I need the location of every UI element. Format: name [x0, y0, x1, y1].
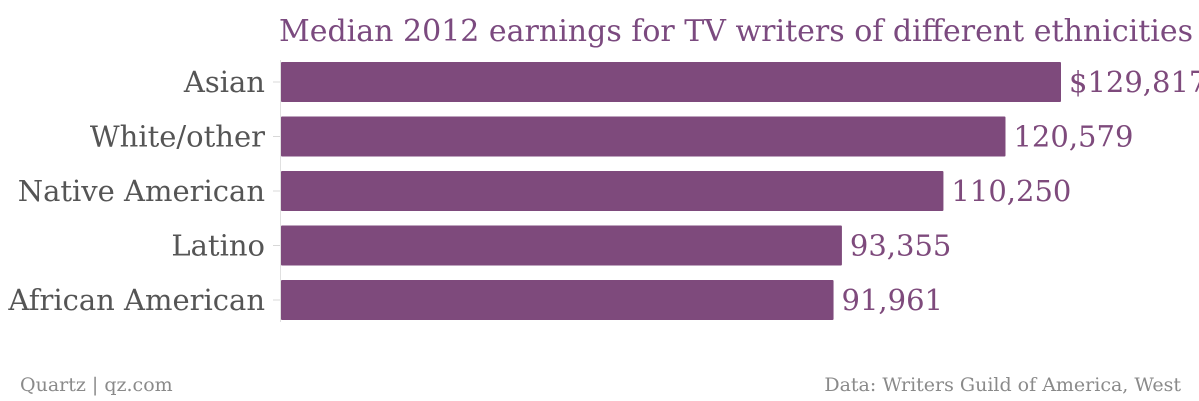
chart-title: Median 2012 earnings for TV writers of d… — [279, 14, 1194, 49]
category-label: Latino — [171, 229, 265, 263]
bar — [281, 280, 834, 320]
value-label: 91,961 — [842, 283, 943, 317]
data-source: Data: Writers Guild of America, West — [824, 374, 1181, 396]
bar — [281, 225, 842, 266]
value-label: 120,579 — [1013, 120, 1133, 154]
bars — [281, 62, 1061, 320]
labels: Asian $129,817 White/other 120,579 Native Am… — [7, 65, 1199, 317]
bar — [281, 62, 1061, 102]
category-label: Native American — [18, 174, 265, 208]
category-label: Asian — [183, 65, 265, 99]
bar-chart: Asian $129,817 White/other 120,579 Native Am… — [7, 60, 1199, 322]
bar — [281, 171, 944, 211]
source-credit: Quartz | qz.com — [20, 374, 173, 396]
value-label: $129,817 — [1069, 65, 1199, 99]
bar — [281, 116, 1006, 157]
category-label: White/other — [90, 120, 265, 154]
value-label: 110,250 — [951, 174, 1071, 208]
y-axis — [273, 60, 281, 322]
category-label: African American — [7, 283, 265, 317]
value-label: 93,355 — [850, 229, 951, 263]
